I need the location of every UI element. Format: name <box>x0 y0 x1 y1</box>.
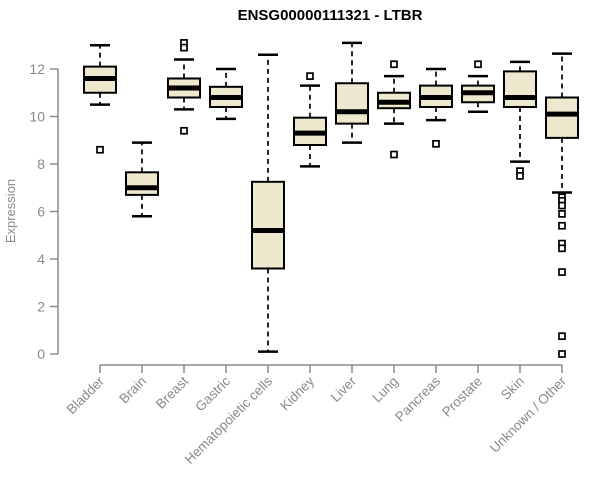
y-tick-label: 0 <box>37 346 45 362</box>
outlier-point <box>558 201 566 210</box>
box-kidney <box>293 72 327 168</box>
outlier-point <box>432 139 440 148</box>
outlier-point <box>306 72 314 80</box>
box-pancreas <box>419 67 453 148</box>
y-tick-label: 6 <box>37 204 45 220</box>
y-tick-label: 10 <box>29 109 45 125</box>
x-category-label: Skin <box>498 374 527 403</box>
box-brain <box>125 141 159 218</box>
iqr-box <box>125 171 159 196</box>
outlier-point <box>96 145 104 154</box>
outlier-point <box>474 60 482 69</box>
x-category-label: Breast <box>153 373 191 411</box>
box-skin <box>503 60 537 180</box>
box-gastric <box>209 67 243 121</box>
box-hematopoietic-cells <box>251 53 285 353</box>
y-tick-label: 4 <box>37 251 45 267</box>
x-category-label: Lung <box>369 374 401 406</box>
iqr-box <box>251 180 285 270</box>
iqr-box <box>503 70 537 108</box>
y-axis-title: Expression <box>3 179 18 243</box>
box-prostate <box>461 60 495 113</box>
box-breast <box>167 39 201 135</box>
outlier-point <box>390 60 398 69</box>
box-liver <box>335 41 369 144</box>
box-lung <box>377 60 411 159</box>
outlier-point <box>558 244 566 253</box>
y-tick-label: 2 <box>37 299 45 315</box>
x-category-label: Prostate <box>439 374 485 420</box>
outlier-point <box>180 126 188 135</box>
y-axis: 0 2 4 6 8 10 12 <box>29 61 59 362</box>
x-category-label: Liver <box>328 373 360 405</box>
box-bladder <box>83 44 117 154</box>
x-category-label: Kidney <box>277 373 317 413</box>
y-tick-label: 8 <box>37 156 45 172</box>
outlier-point <box>558 221 566 230</box>
x-category-label: Pancreas <box>392 373 443 424</box>
outlier-point <box>558 268 566 276</box>
box-unknown-other <box>545 52 579 358</box>
outlier-point <box>390 150 398 159</box>
outlier-point <box>558 332 566 341</box>
boxes-layer <box>83 39 579 358</box>
outlier-point <box>558 350 566 358</box>
x-category-label: Brain <box>116 374 149 407</box>
iqr-box <box>335 82 369 125</box>
y-tick-label: 12 <box>29 61 45 77</box>
chart-title: ENSG00000111321 - LTBR <box>238 7 423 24</box>
x-category-label: Gastric <box>192 373 233 414</box>
iqr-box <box>545 96 579 139</box>
outlier-point <box>180 43 188 52</box>
x-category-label: Unknown / Other <box>487 373 570 456</box>
outlier-point <box>558 210 566 218</box>
x-category-label: Bladder <box>64 373 108 417</box>
outlier-point <box>516 172 524 180</box>
